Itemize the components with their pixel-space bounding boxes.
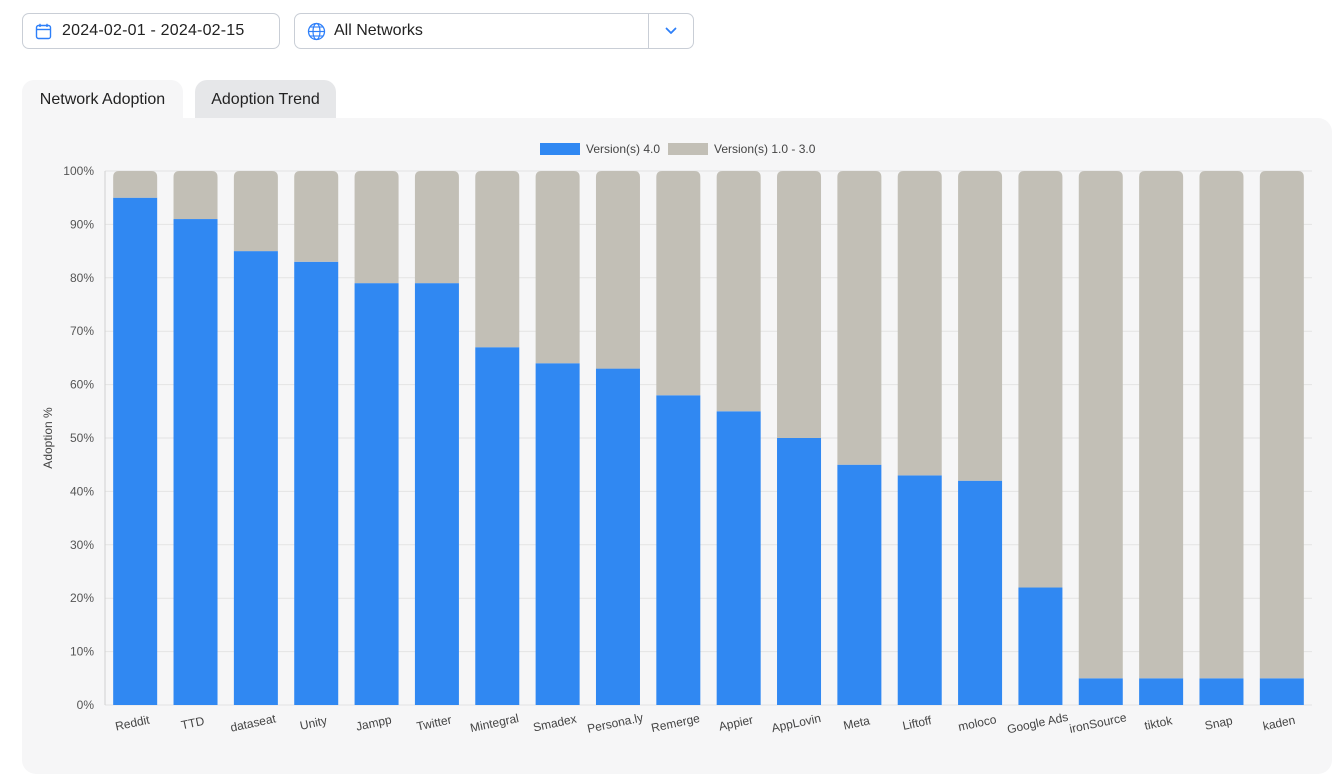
bar-segment [1199,678,1244,705]
bar-segment [535,363,580,705]
bar-segment [414,171,459,284]
x-tick-label: Remerge [650,711,702,735]
y-tick-label: 100% [63,164,94,178]
date-range-value: 2024-02-01 - 2024-02-15 [62,22,245,39]
y-tick-label: 40% [70,484,94,498]
network-select-value: All Networks [334,22,423,39]
bar-segment [354,171,399,284]
bar-segment [535,171,580,364]
legend-swatch [540,143,580,155]
x-tick-label: dataseat [229,711,278,734]
bar-segment [595,171,640,369]
bar-segment [1078,678,1123,705]
bar-segment [1078,171,1123,679]
y-tick-label: 50% [70,431,94,445]
bar-segment [897,171,942,476]
bar-segment [113,197,158,705]
bar-segment [233,251,278,705]
bar-segment [1259,678,1304,705]
legend-swatch [668,143,708,155]
x-tick-label: moloco [957,712,998,734]
x-tick-label: Twitter [415,713,452,734]
bar-segment [595,368,640,705]
x-tick-label: Liftoff [901,713,933,733]
x-tick-label: TTD [180,714,206,733]
adoption-chart: 0% 10% 20% 30% 40% 50% 60% 70% 80% 90% 100% Adoptio… [41,142,1312,737]
bar-segment [958,480,1003,705]
bar-segment [1199,171,1244,679]
bar-segment [173,171,218,220]
y-tick-label: 20% [70,591,94,605]
y-tick-label: 70% [70,324,94,338]
bar-segment [354,283,399,705]
x-tick-label: Jampp [355,712,393,733]
y-tick-label: 0% [77,698,95,712]
bar-segment [656,171,701,396]
bar-segment [475,347,520,705]
bar-segment [1139,171,1184,679]
network-select[interactable]: All Networks [294,13,694,49]
bar-segment [113,171,158,198]
legend-label: Version(s) 4.0 [586,142,660,156]
bar-segment [414,283,459,705]
x-tick-label: Reddit [114,712,151,733]
bar-segment [173,219,218,705]
bar-segment [294,171,339,262]
bar-segment [294,261,339,705]
y-tick-label: 90% [70,217,94,231]
y-tick-label: 60% [70,378,94,392]
bar-segment [475,171,520,348]
bar-segment [656,395,701,705]
x-tick-label: Smadex [532,712,578,735]
y-tick-label: 30% [70,538,94,552]
x-tick-label: tiktok [1143,713,1174,733]
bar-segment [716,411,761,705]
x-tick-label: Persona.ly [586,710,644,735]
tab-adoption-trend[interactable]: Adoption Trend [195,80,336,120]
x-tick-label: Appier [717,713,754,734]
y-tick-label: 10% [70,645,94,659]
bar-segment [897,475,942,705]
x-tick-label: Google Ads [1006,710,1070,737]
chart-panel: 0% 10% 20% 30% 40% 50% 60% 70% 80% 90% 100% Adoptio… [22,118,1332,774]
y-tick-label: 80% [70,271,94,285]
bar-segment [1018,587,1063,705]
bar-segment [1018,171,1063,588]
x-tick-label: ironSource [1068,710,1128,736]
x-tick-label: AppLovin [770,711,822,735]
bar-segment [233,171,278,252]
globe-icon [307,22,326,41]
bar-segment [1139,678,1184,705]
date-range-picker[interactable]: 2024-02-01 - 2024-02-15 [22,13,280,49]
chevron-down-icon[interactable] [648,14,693,48]
x-tick-label: Snap [1203,713,1234,733]
tab-network-adoption[interactable]: Network Adoption [22,80,183,120]
x-tick-label: kaden [1262,713,1297,733]
bar-segment [777,438,822,705]
legend-label: Version(s) 1.0 - 3.0 [714,142,816,156]
bar-segment [958,171,1003,481]
calendar-icon [35,23,52,40]
x-tick-label: Unity [299,713,329,732]
x-tick-label: Meta [842,713,871,732]
bar-segment [777,171,822,438]
bar-segment [837,464,882,705]
x-tick-label: Mintegral [469,711,520,735]
bar-segment [1259,171,1304,679]
bar-segment [716,171,761,412]
bar-segment [837,171,882,465]
y-axis-label: Adoption % [41,407,55,469]
